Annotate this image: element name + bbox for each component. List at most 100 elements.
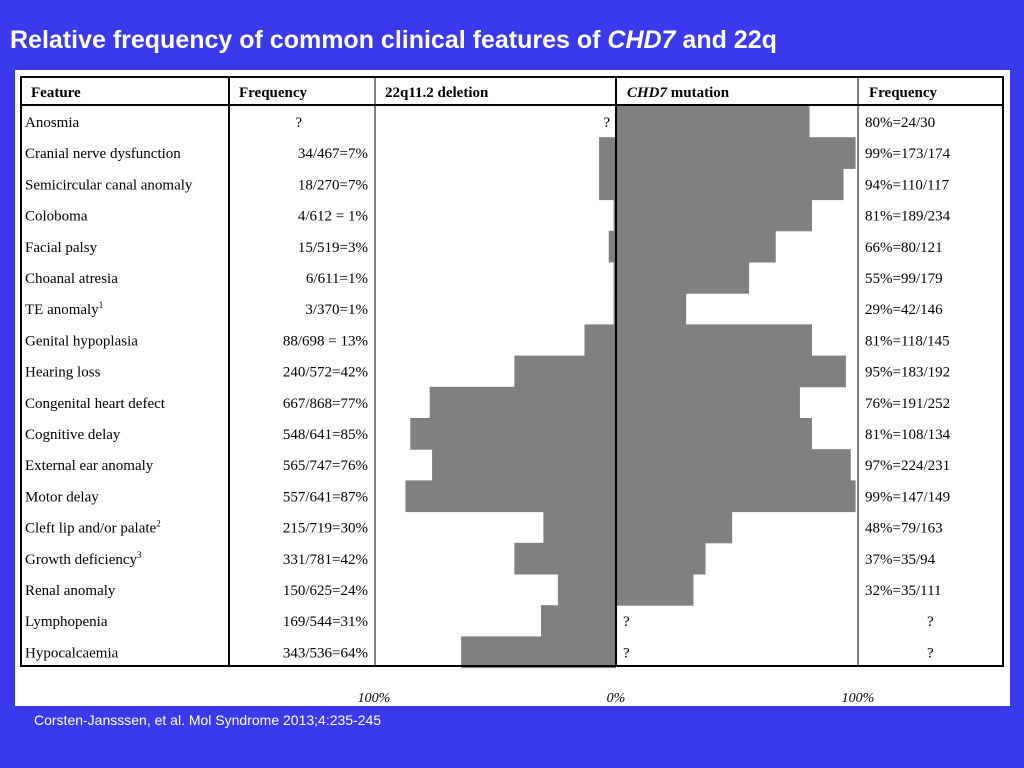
deletion-frequency: 34/467=7% [298, 146, 368, 162]
bar-deletion [599, 168, 616, 201]
bar-deletion [410, 418, 616, 450]
bar-deletion [514, 542, 616, 575]
bar-chd7 [616, 449, 851, 481]
deletion-frequency: ? [295, 115, 302, 131]
bar-deletion [613, 262, 616, 294]
feature-label: External ear anomaly [25, 458, 154, 474]
bar-deletion [461, 636, 616, 669]
deletion-frequency: 3/370=1% [305, 302, 368, 318]
chd7-frequency: 81%=108/134 [865, 427, 951, 443]
bar-chd7 [616, 574, 694, 606]
deletion-frequency: 343/536=64% [283, 645, 368, 661]
chd7-frequency: 94%=110/117 [865, 177, 950, 193]
bar-chd7 [616, 324, 813, 357]
deletion-unknown-marker: ? [603, 115, 610, 131]
chd7-frequency: 66%=80/121 [865, 240, 943, 256]
deletion-frequency: 667/868=77% [283, 396, 368, 412]
feature-label: Hearing loss [25, 365, 101, 381]
deletion-frequency: 15/519=3% [298, 240, 368, 256]
feature-label: Cognitive delay [25, 427, 121, 443]
feature-label: Coloboma [25, 209, 88, 225]
bars-layer [405, 106, 856, 669]
bar-chd7 [616, 418, 813, 450]
deletion-frequency: 169/544=31% [283, 614, 368, 630]
butterfly-chart: Feature Frequency 22q11.2 deletion CHD7 … [20, 76, 1004, 706]
header-mutation: CHD7 mutation [627, 85, 730, 101]
bar-chd7 [616, 262, 750, 294]
chd7-frequency: 80%=24/30 [865, 115, 935, 131]
feature-label: Cranial nerve dysfunction [25, 146, 181, 162]
feature-label: Anosmia [25, 115, 80, 131]
bar-chd7 [616, 542, 706, 575]
title-italic: CHD7 [607, 26, 676, 54]
bar-deletion [405, 480, 616, 513]
bar-deletion [540, 605, 616, 637]
axis-label-left: 100% [358, 691, 391, 706]
axis-label-center: 0% [607, 691, 626, 706]
bar-chd7 [616, 137, 856, 169]
bar-deletion [599, 137, 616, 169]
feature-label: Hypocalcaemia [25, 645, 119, 661]
citation: Corsten-Jansssen, et al. Mol Syndrome 20… [34, 712, 382, 728]
axis-label-right: 100% [842, 691, 875, 706]
deletion-frequency: 88/698 = 13% [283, 333, 368, 349]
chd7-unknown-marker: ? [623, 614, 630, 630]
deletion-frequency: 565/747=76% [283, 458, 368, 474]
feature-label: Facial palsy [25, 240, 98, 256]
chart-panel: Feature Frequency 22q11.2 deletion CHD7 … [15, 70, 1010, 706]
bar-deletion [543, 511, 616, 544]
bar-chd7 [616, 230, 776, 263]
bar-chd7 [616, 480, 856, 513]
header-feature: Feature [31, 85, 81, 101]
deletion-frequency: 18/270=7% [298, 177, 368, 193]
feature-label: TE anomaly1 [25, 300, 103, 318]
chd7-frequency: 95%=183/192 [865, 365, 950, 381]
chd7-frequency: 99%=147/149 [865, 489, 950, 505]
title-end: and 22q [675, 26, 777, 54]
chd7-frequency: 37%=35/94 [865, 552, 936, 568]
bar-chd7 [616, 293, 687, 325]
bar-chd7 [616, 106, 810, 138]
feature-label: Semicircular canal anomaly [25, 177, 193, 193]
chd7-unknown-marker: ? [623, 645, 630, 661]
feature-label: Motor delay [25, 489, 99, 505]
bar-chd7 [616, 355, 846, 388]
title-main: Relative frequency of common clinical fe… [10, 26, 608, 54]
bar-chd7 [616, 511, 733, 544]
header-deletion: 22q11.2 deletion [385, 85, 489, 101]
chd7-frequency: 76%=191/252 [865, 396, 950, 412]
deletion-frequency: 150/625=24% [283, 583, 368, 599]
chd7-frequency: 99%=173/174 [865, 146, 951, 162]
bar-deletion [584, 324, 616, 357]
deletion-frequency: 215/719=30% [283, 521, 368, 537]
chd7-frequency: 29%=42/146 [865, 302, 943, 318]
bar-deletion [432, 449, 616, 481]
feature-label: Choanal atresia [25, 271, 118, 287]
chd7-frequency: ? [927, 645, 934, 661]
bar-chd7 [616, 199, 813, 232]
deletion-frequency: 331/781=42% [283, 552, 368, 568]
bar-deletion [613, 199, 616, 232]
header-frequency-right: Frequency [869, 85, 938, 101]
bar-deletion [557, 574, 616, 606]
rows-layer: Anosmia?? 80%=24/30 Cranial nerve dysfunct… [25, 115, 951, 661]
deletion-frequency: 6/611=1% [306, 271, 368, 287]
chd7-frequency: 32%=35/111 [865, 583, 942, 599]
chd7-frequency: 48%=79/163 [865, 521, 943, 537]
chd7-frequency: ? [927, 614, 934, 630]
feature-label: Cleft lip and/or palate2 [25, 519, 161, 537]
feature-label: Genital hypoplasia [25, 333, 138, 349]
chd7-frequency: 55%=99/179 [865, 271, 943, 287]
header-mutation-italic: CHD7 [627, 85, 668, 101]
feature-label: Congenital heart defect [25, 396, 166, 412]
deletion-frequency: 557/641=87% [283, 489, 368, 505]
chd7-frequency: 97%=224/231 [865, 458, 950, 474]
bar-chd7 [616, 168, 844, 201]
chd7-frequency: 81%=189/234 [865, 209, 951, 225]
header-mutation-rest: mutation [667, 85, 730, 101]
slide-title: Relative frequency of common clinical fe… [10, 26, 777, 55]
bar-deletion [608, 230, 616, 263]
bar-deletion [429, 386, 616, 419]
deletion-frequency: 548/641=85% [283, 427, 368, 443]
chd7-frequency: 81%=118/145 [865, 333, 950, 349]
